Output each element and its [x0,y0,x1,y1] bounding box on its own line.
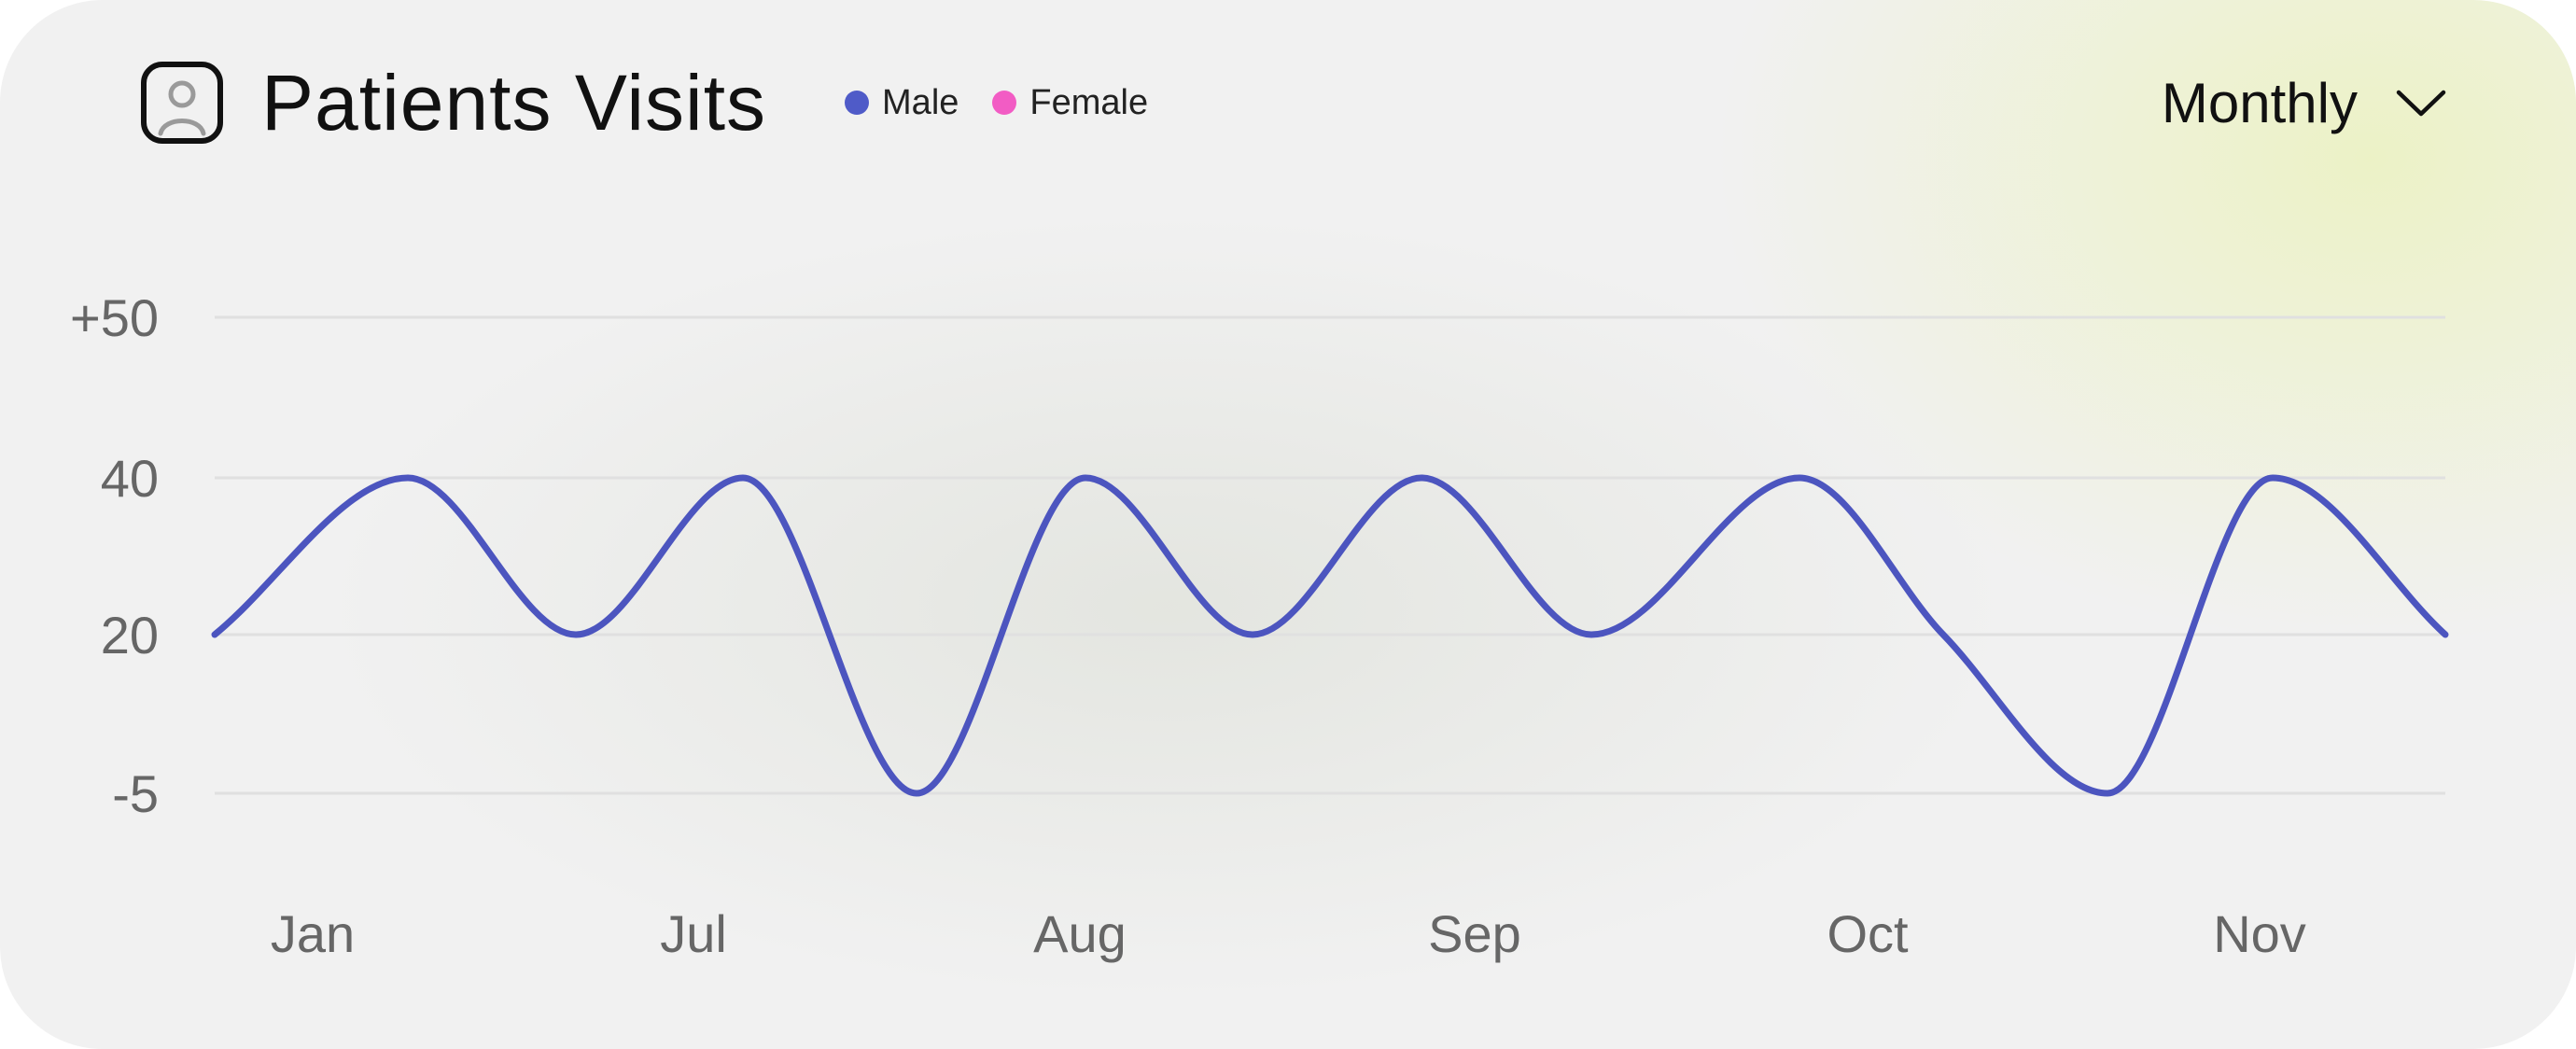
chart-title: Patients Visits [261,58,767,147]
legend-dot-male [845,91,870,115]
user-avatar-icon [141,62,223,144]
legend-item-male[interactable]: Male [845,83,959,123]
x-tick-label: Jan [271,904,355,963]
period-dropdown[interactable]: Monthly [2162,58,2447,147]
y-tick-label: +50 [70,288,159,347]
y-tick-label: 20 [101,606,159,664]
legend-item-female[interactable]: Female [992,83,1148,123]
x-tick-label: Nov [2213,904,2306,963]
x-tick-label: Jul [660,904,727,963]
x-tick-label: Sep [1428,904,1521,963]
chart-legend: Male Female [845,83,1182,123]
y-tick-label: -5 [112,764,159,823]
chevron-down-icon [2396,90,2446,117]
legend-label-female: Female [1029,82,1149,122]
period-dropdown-label: Monthly [2161,71,2358,134]
x-tick-label: Aug [1033,904,1127,963]
legend-label-male: Male [882,82,959,122]
series-line-male [211,474,2449,797]
x-tick-label: Oct [1827,904,1909,963]
legend-dot-female [992,91,1017,115]
y-tick-label: 40 [101,449,159,508]
card-header: Patients Visits Male Female [140,58,1182,147]
